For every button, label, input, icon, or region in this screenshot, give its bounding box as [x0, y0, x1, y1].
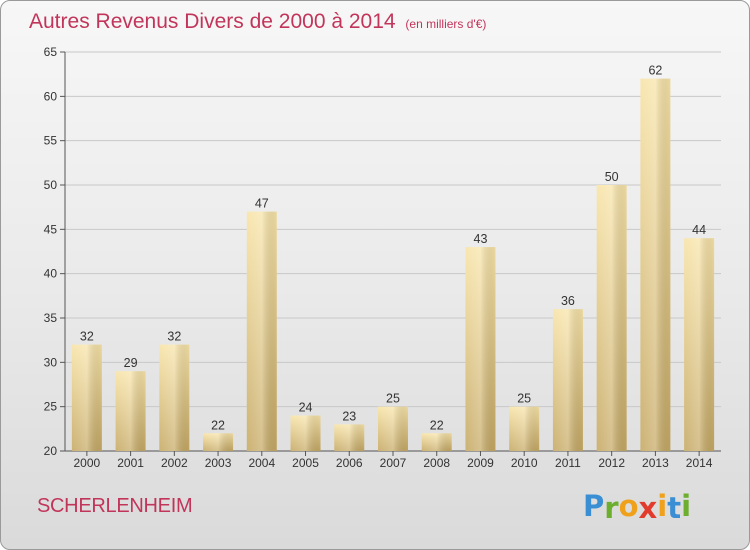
chart-title: Autres Revenus Divers de 2000 à 2014 (en… [29, 10, 486, 34]
data-label: 36 [561, 294, 575, 308]
bar-shine [71, 344, 102, 451]
bar-shine [115, 371, 146, 451]
bar-shine [246, 211, 277, 451]
logo-letter: t [667, 491, 682, 525]
data-label: 44 [692, 223, 706, 237]
x-tick-label: 2001 [117, 456, 144, 470]
bar-shine [290, 415, 321, 451]
bar-shine [421, 433, 452, 451]
x-tick-label: 2014 [686, 456, 713, 470]
data-label: 43 [474, 232, 488, 246]
bar-shine [334, 424, 365, 451]
bar-shine [159, 344, 190, 451]
bar-shine [509, 406, 540, 451]
bar-shine [640, 78, 671, 451]
x-tick-label: 2006 [336, 456, 363, 470]
x-tick-label: 2005 [292, 456, 319, 470]
data-label: 47 [255, 197, 269, 211]
data-label: 62 [648, 64, 662, 78]
x-tick-label: 2012 [598, 456, 625, 470]
logo-letter: i [681, 489, 692, 523]
y-tick-label: 30 [44, 355, 58, 369]
y-tick-label: 45 [44, 222, 58, 236]
data-label: 23 [342, 409, 356, 423]
x-tick-label: 2010 [511, 456, 538, 470]
x-tick-label: 2002 [161, 456, 188, 470]
data-label: 50 [605, 170, 619, 184]
x-tick-label: 2009 [467, 456, 494, 470]
bar-shine [684, 238, 715, 451]
logo-letter: x [638, 491, 658, 525]
x-tick-label: 2008 [423, 456, 450, 470]
y-tick-label: 40 [44, 267, 58, 281]
y-tick-label: 25 [44, 400, 58, 414]
proxiti-logo[interactable]: Proxiti [583, 489, 692, 525]
data-label: 25 [517, 392, 531, 406]
y-tick-label: 55 [44, 134, 58, 148]
data-labels: 32 29 32 22 47 24 23 25 22 43 25 36 50 62 44 [80, 64, 706, 433]
data-label: 22 [211, 418, 225, 432]
bar-shine [203, 433, 234, 451]
bar-shine [465, 247, 496, 451]
bar-shine [596, 185, 627, 451]
x-tick-label: 2007 [380, 456, 407, 470]
x-tick-label: 2011 [555, 456, 581, 470]
data-label: 25 [386, 392, 400, 406]
bars [71, 78, 715, 451]
data-label: 32 [167, 330, 181, 344]
y-tick-label: 65 [44, 45, 58, 59]
x-tick-labels: 2000 2001 2002 2003 2004 2005 2006 2007 2008 2009… [74, 456, 713, 470]
commune-name: SCHERLENHEIM [37, 495, 193, 517]
x-tick-label: 2003 [205, 456, 232, 470]
y-tick-label: 35 [44, 311, 58, 325]
logo-letter: r [604, 491, 619, 525]
x-tick-label: 2000 [74, 456, 101, 470]
y-tick-label: 20 [44, 444, 58, 458]
bar-shine [378, 406, 408, 451]
data-label: 22 [430, 418, 444, 432]
data-label: 29 [124, 356, 138, 370]
logo-letter: o [618, 489, 639, 523]
chart-title-main: Autres Revenus Divers de 2000 à 2014 [29, 10, 396, 33]
data-label: 32 [80, 330, 94, 344]
y-tick-label: 60 [44, 89, 58, 103]
chart-title-unit: (en milliers d'€) [405, 17, 487, 31]
logo-letter: P [583, 489, 605, 523]
y-tick-labels: 20 25 30 35 40 45 50 55 60 65 [44, 45, 58, 458]
bar-shine [552, 309, 583, 451]
data-label: 24 [299, 401, 313, 415]
logo-letter: i [657, 489, 668, 523]
y-tick-label: 50 [44, 178, 58, 192]
x-tick-label: 2004 [248, 456, 275, 470]
x-tick-label: 2013 [642, 456, 669, 470]
